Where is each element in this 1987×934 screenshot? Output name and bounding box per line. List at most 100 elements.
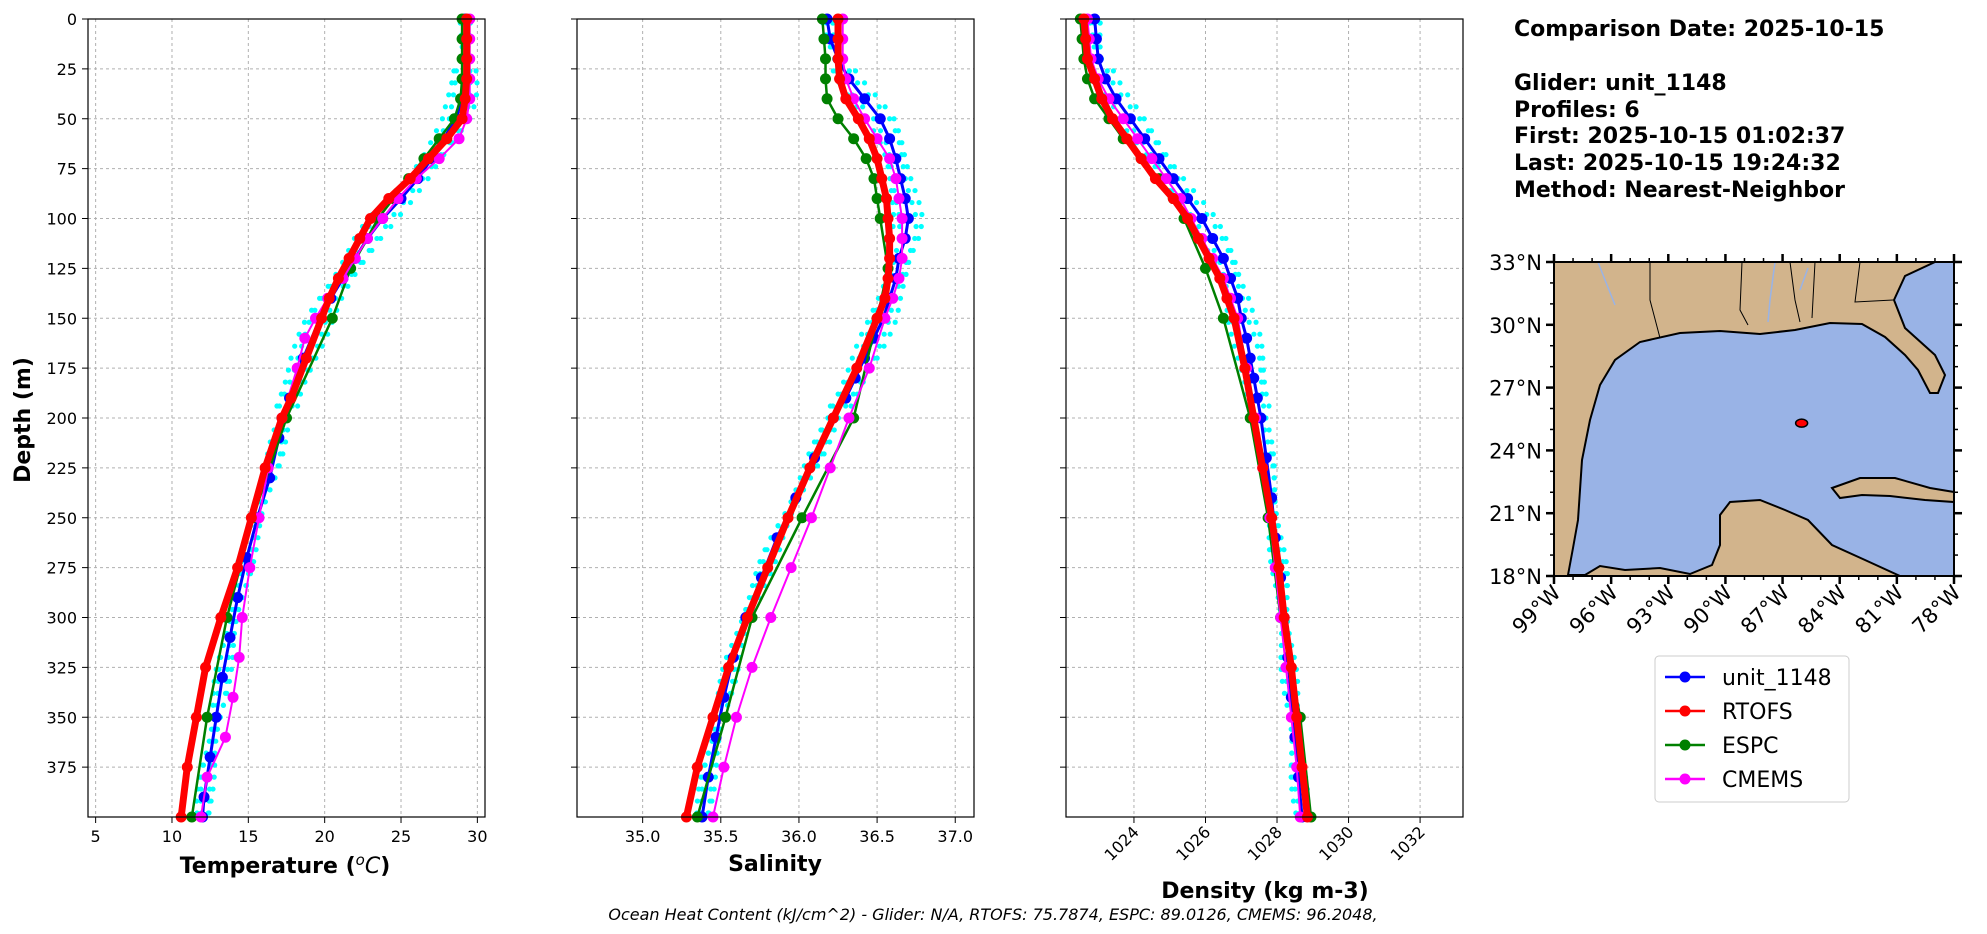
location-map: 33°N 30°N 27°N 24°N 21°N 18°N99°W 96°W 93°W 90°W… [1489, 251, 1966, 639]
series-point [874, 213, 886, 224]
series-point [1096, 93, 1108, 105]
series-point [1132, 133, 1144, 145]
lon-tick-label: 87°W [1736, 580, 1794, 638]
glider-profile-point [1242, 307, 1248, 313]
legend-label: CMEMS [1722, 768, 1803, 793]
series-point [232, 592, 244, 604]
x-tick-label: 35.0 [625, 827, 661, 846]
glider-profile-point [352, 271, 358, 277]
series-point [834, 73, 846, 85]
lat-tick-label: 30°N [1489, 314, 1542, 338]
y-tick-label: 100 [46, 210, 77, 229]
x-tick-label: 25 [391, 827, 411, 846]
series-point [884, 252, 896, 264]
glider-profile-point [899, 140, 905, 146]
series-point [887, 292, 899, 304]
density-panel: 1024 1026 1028 1030 1032 Density (kg m-3) [1060, 13, 1464, 904]
glider-profile-point [228, 666, 235, 672]
y-tick-label: 225 [46, 459, 77, 478]
glider-profile-point [280, 451, 286, 457]
salinity-ticks: 35.0 35.5 36.0 36.5 37.0 [571, 18, 975, 846]
series-point [832, 53, 844, 65]
x-tick-label: 1030 [1315, 822, 1357, 864]
glider-profile-point [397, 211, 404, 218]
series-point [354, 232, 366, 244]
glider-profile-point [830, 403, 836, 409]
salinity-xlabel: Salinity [728, 852, 822, 877]
glider-profile-point [1141, 116, 1147, 122]
glider-profile-point [910, 247, 916, 254]
glider-profile-point [378, 235, 384, 242]
interpolation-method: Method: Nearest-Neighbor [1514, 178, 1845, 203]
density-xlabel: Density (kg m-3) [1161, 879, 1369, 904]
legend-label: unit_1148 [1722, 666, 1832, 691]
series-line [1080, 18, 1311, 818]
glider-profile-point [206, 810, 212, 816]
glider-profile-point [1223, 235, 1229, 242]
series-rtofs [1078, 13, 1313, 823]
series-point [190, 711, 202, 723]
y-tick-label: 125 [46, 259, 77, 278]
glider-profile-point [918, 223, 924, 230]
series-point [880, 193, 892, 205]
series-point [1228, 312, 1240, 324]
series-point [201, 711, 213, 723]
series-point [832, 113, 844, 125]
series-point [1203, 252, 1215, 264]
glider-profile-point [1148, 128, 1155, 134]
glider-profile-point [814, 463, 821, 469]
glider-profile-point [1251, 331, 1257, 337]
series-point [896, 252, 908, 264]
lon-tick-label: 81°W [1850, 580, 1908, 638]
series-point [882, 272, 894, 284]
state-borders [1649, 261, 1894, 339]
series-point [210, 711, 222, 723]
glider-profile-point [749, 582, 756, 589]
series-point [204, 751, 216, 763]
glider-profile-point [1281, 690, 1288, 696]
glider-profile-point [198, 786, 204, 792]
glider-profile-point [1289, 750, 1295, 756]
series-point [1291, 711, 1303, 723]
legend-entry-unit_1148: unit_1148 [1665, 666, 1832, 691]
lat-tick-label: 27°N [1489, 377, 1542, 401]
series-point [785, 562, 797, 574]
y-tick-label: 150 [46, 309, 77, 328]
glider-profile-point [1270, 451, 1277, 457]
glider-profile-point [877, 128, 884, 134]
glider-profile-point [211, 774, 217, 780]
series-point [805, 512, 817, 524]
series-point [827, 412, 839, 424]
glider-profile-point [473, 92, 480, 98]
series-point [893, 193, 905, 205]
x-tick-label: 5 [91, 827, 101, 846]
legend-label: RTOFS [1722, 700, 1793, 725]
lon-tick-label: 84°W [1793, 580, 1851, 638]
glider-profile-point [1133, 104, 1139, 110]
glider-profile-point [912, 211, 918, 218]
series-point [1257, 462, 1269, 474]
legend-swatch-marker [1679, 671, 1691, 683]
glider-profile-point [1275, 523, 1282, 529]
axes-frame [576, 18, 975, 818]
series-point [1239, 362, 1251, 374]
glider-profile-point [892, 319, 898, 325]
glider-profile-point [901, 152, 908, 158]
series-point [762, 562, 774, 574]
glider-profile-point [369, 247, 375, 254]
glider-profile-point [473, 68, 479, 74]
glider-profile-point [446, 92, 452, 98]
glider-profile-point [301, 319, 308, 325]
glider-profile-point [881, 343, 887, 349]
glider-profile-point [1097, 44, 1103, 50]
glider-profile-point [210, 786, 216, 792]
glider-profile-point [453, 68, 460, 74]
glider-profile-point [1284, 582, 1291, 589]
x-tick-label: 15 [238, 827, 258, 846]
glider-profile-point [1231, 343, 1238, 349]
glider-profile-point [284, 427, 291, 433]
glider-profile-point [388, 223, 394, 230]
x-tick-label: 36.0 [781, 827, 817, 846]
y-tick-label: 325 [46, 658, 77, 677]
x-tick-label: 10 [162, 827, 182, 846]
